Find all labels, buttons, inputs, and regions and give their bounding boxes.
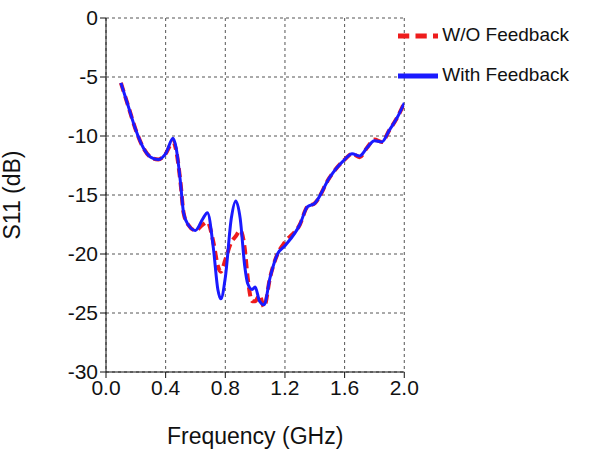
svg-text:0.0: 0.0 (91, 375, 121, 399)
svg-text:0: 0 (86, 6, 98, 29)
html-text:With Feedback: With Feedback (442, 64, 569, 85)
svg-text:-20: -20 (68, 242, 98, 265)
svg-text:0.4: 0.4 (151, 376, 181, 399)
html-text:W/O Feedback: W/O Feedback (442, 24, 569, 45)
svg-text:-25: -25 (68, 301, 98, 324)
svg-text:1.6: 1.6 (330, 376, 359, 399)
svg-text:-30: -30 (68, 360, 98, 383)
svg-text:-10: -10 (68, 124, 98, 147)
svg-text:0.8: 0.8 (211, 376, 240, 399)
svg-text:-15: -15 (68, 183, 98, 206)
svg-text:-5: -5 (79, 65, 98, 88)
svg-text:Frequency (GHz): Frequency (GHz) (167, 423, 343, 449)
svg-text:S11 (dB): S11 (dB) (8, 150, 25, 239)
svg-text:2.0: 2.0 (390, 376, 419, 399)
svg-text:1.2: 1.2 (270, 376, 299, 399)
